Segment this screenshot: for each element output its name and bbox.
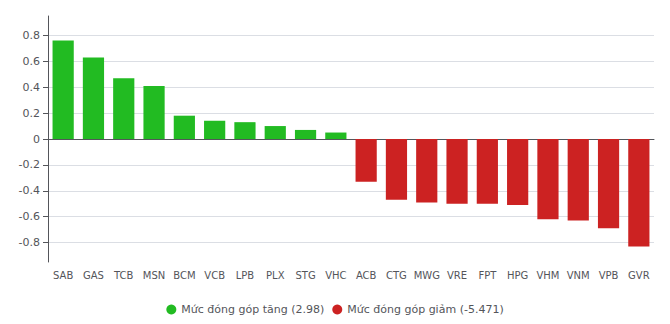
svg-text:VRE: VRE <box>447 270 467 281</box>
svg-text:STG: STG <box>295 270 315 281</box>
svg-text:0.4: 0.4 <box>23 81 41 94</box>
svg-text:GVR: GVR <box>628 270 650 281</box>
svg-text:MWG: MWG <box>414 270 440 281</box>
svg-text:-0.2: -0.2 <box>19 158 40 171</box>
svg-text:Mức đóng góp giảm (-5.471): Mức đóng góp giảm (-5.471) <box>347 303 503 316</box>
svg-text:0.6: 0.6 <box>23 55 41 68</box>
svg-text:SAB: SAB <box>53 270 73 281</box>
svg-text:VNM: VNM <box>567 270 590 281</box>
svg-text:CTG: CTG <box>386 270 407 281</box>
svg-text:GAS: GAS <box>83 270 104 281</box>
svg-text:ACB: ACB <box>356 270 377 281</box>
svg-text:-0.4: -0.4 <box>19 184 40 197</box>
svg-text:TCB: TCB <box>113 270 134 281</box>
svg-text:VHC: VHC <box>325 270 346 281</box>
svg-text:Mức đóng góp tăng (2.98): Mức đóng góp tăng (2.98) <box>181 303 324 316</box>
svg-text:VCB: VCB <box>204 270 225 281</box>
svg-text:VPB: VPB <box>599 270 619 281</box>
svg-text:BCM: BCM <box>173 270 195 281</box>
svg-text:LPB: LPB <box>236 270 255 281</box>
svg-text:-0.8: -0.8 <box>19 236 40 249</box>
svg-text:0.8: 0.8 <box>23 29 41 42</box>
svg-text:HPG: HPG <box>507 270 528 281</box>
svg-text:FPT: FPT <box>478 270 497 281</box>
svg-text:0.2: 0.2 <box>23 107 41 120</box>
svg-text:0: 0 <box>33 133 40 146</box>
svg-text:-0.6: -0.6 <box>19 210 40 223</box>
svg-text:VHM: VHM <box>536 270 559 281</box>
svg-text:MSN: MSN <box>143 270 165 281</box>
svg-text:PLX: PLX <box>266 270 285 281</box>
